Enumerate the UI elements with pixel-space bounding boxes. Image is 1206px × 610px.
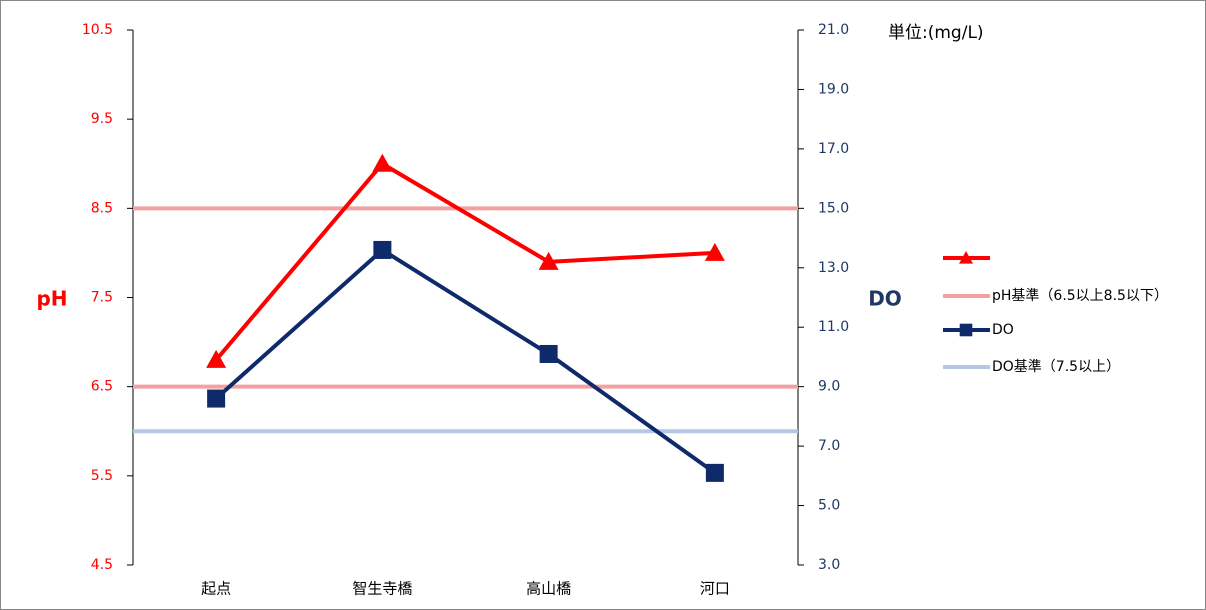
unit-label: 単位:(mg/L) <box>888 23 984 43</box>
series-line <box>214 247 717 475</box>
y2-tick-label: 19.0 <box>818 81 849 97</box>
data-point <box>372 153 393 172</box>
x-tick-label: 智生寺橋 <box>352 580 412 598</box>
series-line <box>214 161 715 362</box>
y-tick-label: 8.5 <box>91 200 113 216</box>
data-point <box>207 389 226 408</box>
data-point <box>705 463 724 482</box>
y-tick-label: 9.5 <box>91 111 113 127</box>
y2-tick-label: 15.0 <box>818 200 849 216</box>
y2-tick-label: 9.0 <box>818 379 840 395</box>
y2-tick-label: 17.0 <box>818 141 849 157</box>
legend-label: pH基準（6.5以上8.5以下） <box>992 287 1168 304</box>
y2-tick-label: 11.0 <box>818 319 849 335</box>
data-point <box>538 251 559 270</box>
y-tick-label: 6.5 <box>91 379 113 395</box>
y2-tick-label: 13.0 <box>818 260 849 276</box>
y2-tick-label: 3.0 <box>818 557 840 573</box>
x-tick-label: 河口 <box>700 580 730 598</box>
data-point <box>539 344 558 363</box>
legend-label: DO <box>992 322 1014 338</box>
legend-marker <box>959 323 973 337</box>
y2-axis-title: DO <box>868 287 902 311</box>
y-tick-label: 7.5 <box>91 290 113 306</box>
y2-tick-label: 21.0 <box>818 22 849 38</box>
y-tick-label: 4.5 <box>91 557 113 573</box>
y-tick-label: 10.5 <box>82 22 113 38</box>
data-point <box>704 242 725 261</box>
data-point <box>373 240 392 259</box>
x-tick-label: 高山橋 <box>526 580 571 598</box>
legend-label: DO基準（7.5以上） <box>992 358 1120 375</box>
y-tick-label: 5.5 <box>91 468 113 484</box>
y-axis-title: pH <box>36 287 67 311</box>
y2-tick-label: 7.0 <box>818 438 840 454</box>
data-point <box>206 349 227 368</box>
legend-marker <box>959 251 973 264</box>
y2-tick-label: 5.0 <box>818 498 840 514</box>
x-tick-label: 起点 <box>201 580 231 598</box>
